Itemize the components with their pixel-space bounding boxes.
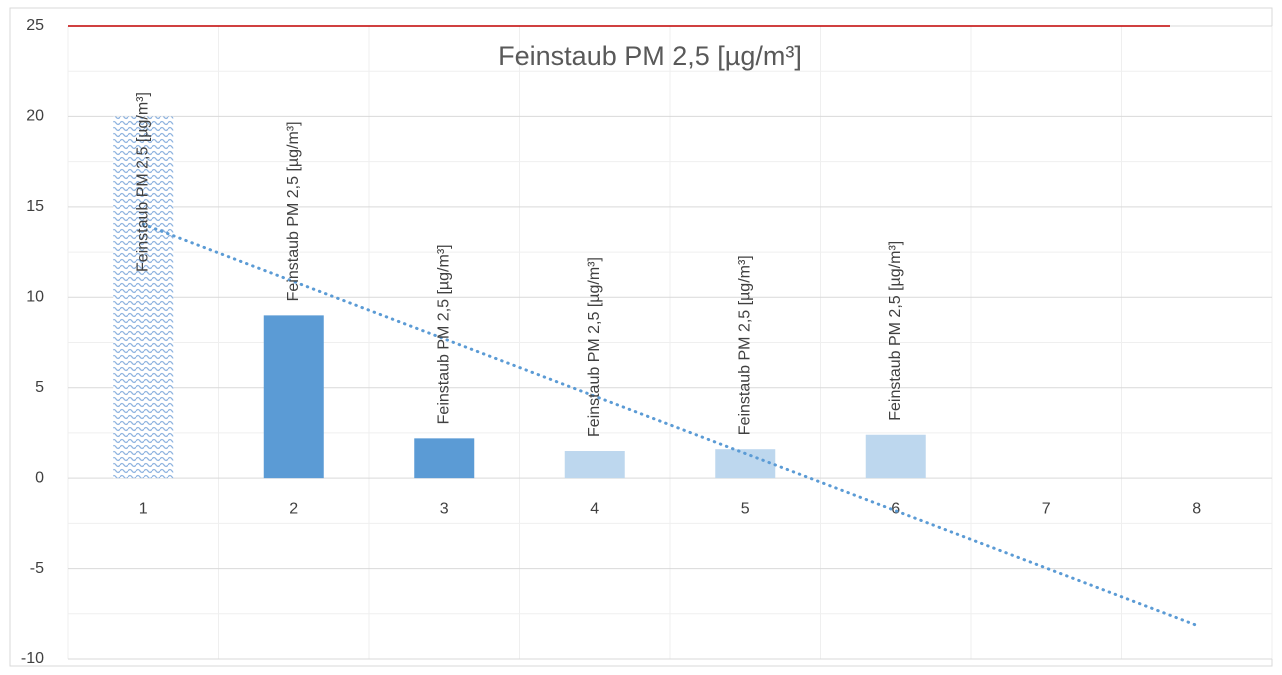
x-tick-label: 2	[289, 500, 298, 517]
bar	[113, 116, 174, 479]
data-label: Feinstaub PM 2,5 [µg/m³]	[285, 121, 302, 301]
y-tick-label: 0	[35, 469, 44, 486]
data-label: Feinstaub PM 2,5 [µg/m³]	[887, 241, 904, 421]
x-tick-label: 7	[1042, 500, 1051, 517]
x-tick-label: 4	[590, 500, 599, 517]
x-tick-label: 3	[440, 500, 449, 517]
chart-title: Feinstaub PM 2,5 [µg/m³]	[498, 41, 802, 71]
bar	[414, 438, 475, 479]
x-tick-label: 5	[741, 500, 750, 517]
y-tick-label: 10	[26, 289, 44, 306]
bar	[865, 434, 926, 479]
trendline	[141, 222, 1199, 627]
y-tick-label: 5	[35, 379, 44, 396]
data-label: Feinstaub PM 2,5 [µg/m³]	[435, 244, 452, 424]
data-label: Feinstaub PM 2,5 [µg/m³]	[736, 255, 753, 435]
data-label: Feinstaub PM 2,5 [µg/m³]	[586, 257, 603, 437]
y-tick-label: 25	[26, 17, 44, 34]
bar	[564, 451, 625, 479]
x-tick-label: 6	[891, 500, 900, 517]
y-tick-label: -10	[21, 650, 44, 667]
bar	[263, 315, 324, 479]
y-tick-label: -5	[30, 560, 44, 577]
chart-frame	[9, 7, 1273, 667]
y-tick-label: 15	[26, 198, 44, 215]
y-tick-label: 20	[26, 108, 44, 125]
x-tick-label: 1	[139, 500, 148, 517]
x-tick-label: 8	[1192, 500, 1201, 517]
data-label: Feinstaub PM 2,5 [µg/m³]	[134, 92, 151, 272]
